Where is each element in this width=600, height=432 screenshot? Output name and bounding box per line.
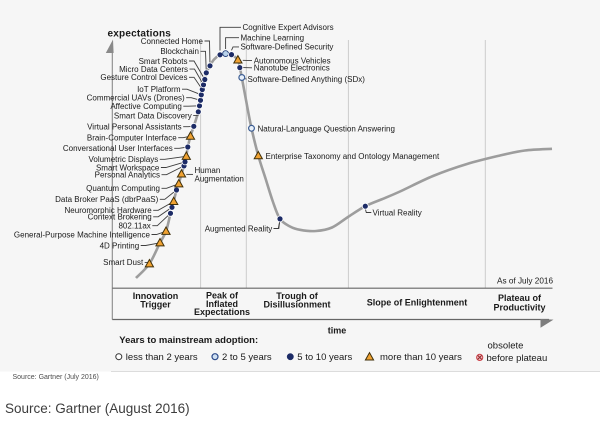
svg-text:4D Printing: 4D Printing <box>100 241 140 250</box>
svg-text:Brain-Computer Interface: Brain-Computer Interface <box>87 134 177 143</box>
svg-text:Peak of: Peak of <box>206 291 239 301</box>
svg-text:Affective Computing: Affective Computing <box>110 102 181 111</box>
svg-text:Augmentation: Augmentation <box>195 175 244 184</box>
svg-text:Smart Robots: Smart Robots <box>139 57 188 66</box>
svg-text:before plateau: before plateau <box>487 353 548 364</box>
svg-text:Cognitive Expert Advisors: Cognitive Expert Advisors <box>243 23 334 32</box>
svg-text:Blockchain: Blockchain <box>160 47 199 56</box>
svg-text:IoT Platform: IoT Platform <box>137 85 181 94</box>
svg-text:expectations: expectations <box>108 29 172 40</box>
svg-text:2 to 5 years: 2 to 5 years <box>222 352 272 363</box>
svg-text:Years to mainstream adoption:: Years to mainstream adoption: <box>119 335 258 346</box>
svg-text:802.11ax: 802.11ax <box>118 222 150 231</box>
svg-text:As of July 2016: As of July 2016 <box>497 276 553 285</box>
svg-text:Nanotube Electronics: Nanotube Electronics <box>254 64 330 73</box>
svg-text:Source: Gartner (July 2016): Source: Gartner (July 2016) <box>13 374 99 381</box>
svg-text:Data Broker PaaS (dbrPaaS): Data Broker PaaS (dbrPaaS) <box>55 195 158 204</box>
svg-text:Enterprise Taxonomy and Ontolo: Enterprise Taxonomy and Ontology Managem… <box>266 152 441 161</box>
svg-text:Software-Defined Anything (SDx: Software-Defined Anything (SDx) <box>248 75 366 84</box>
svg-text:Autonomous Vehicles: Autonomous Vehicles <box>254 56 331 65</box>
svg-text:Context Brokering: Context Brokering <box>88 213 152 222</box>
svg-text:Slope of Enlightenment: Slope of Enlightenment <box>367 297 468 307</box>
svg-text:Trigger: Trigger <box>140 300 171 310</box>
svg-text:Smart Dust: Smart Dust <box>103 258 144 267</box>
svg-text:Personal Analytics: Personal Analytics <box>95 171 160 180</box>
svg-text:Innovation: Innovation <box>133 291 179 301</box>
svg-text:Software-Defined Security: Software-Defined Security <box>241 43 334 52</box>
svg-text:less than 2 years: less than 2 years <box>126 352 198 363</box>
svg-text:Gesture Control Devices: Gesture Control Devices <box>100 73 187 82</box>
svg-text:Smart Data Discovery: Smart Data Discovery <box>114 111 192 120</box>
svg-text:5 to 10 years: 5 to 10 years <box>297 352 352 363</box>
svg-text:Neuromorphic Hardware: Neuromorphic Hardware <box>65 206 153 215</box>
svg-text:Smart Workspace: Smart Workspace <box>96 163 160 172</box>
svg-text:Conversational User Interfaces: Conversational User Interfaces <box>63 144 173 153</box>
svg-text:Commercial UAVs (Drones): Commercial UAVs (Drones) <box>87 94 185 103</box>
svg-text:Human: Human <box>195 166 221 175</box>
svg-text:Augmented Reality: Augmented Reality <box>205 224 273 233</box>
svg-text:Trough of: Trough of <box>276 291 318 301</box>
svg-text:Machine Learning: Machine Learning <box>241 34 305 43</box>
svg-text:Quantum Computing: Quantum Computing <box>86 184 160 193</box>
svg-text:Connected Home: Connected Home <box>141 37 204 46</box>
svg-text:Inflated: Inflated <box>206 299 238 309</box>
svg-text:Volumetric Displays: Volumetric Displays <box>88 155 158 164</box>
svg-text:Natural-Language Question Answ: Natural-Language Question Answering <box>258 125 395 134</box>
svg-text:Virtual Reality: Virtual Reality <box>373 208 422 217</box>
svg-text:Source: Gartner (August 2016): Source: Gartner (August 2016) <box>5 401 190 416</box>
svg-text:Virtual Personal Assistants: Virtual Personal Assistants <box>87 123 182 132</box>
svg-text:Productivity: Productivity <box>493 303 545 313</box>
svg-text:Micro Data Centers: Micro Data Centers <box>119 65 188 74</box>
svg-text:Disillusionment: Disillusionment <box>263 300 330 310</box>
svg-text:General-Purpose Machine Intell: General-Purpose Machine Intelligence <box>14 230 151 239</box>
svg-text:Plateau of: Plateau of <box>498 293 542 303</box>
svg-text:time: time <box>328 326 347 336</box>
svg-text:obsolete: obsolete <box>488 340 524 351</box>
svg-text:Expectations: Expectations <box>194 307 250 317</box>
svg-text:more than 10 years: more than 10 years <box>380 352 462 363</box>
